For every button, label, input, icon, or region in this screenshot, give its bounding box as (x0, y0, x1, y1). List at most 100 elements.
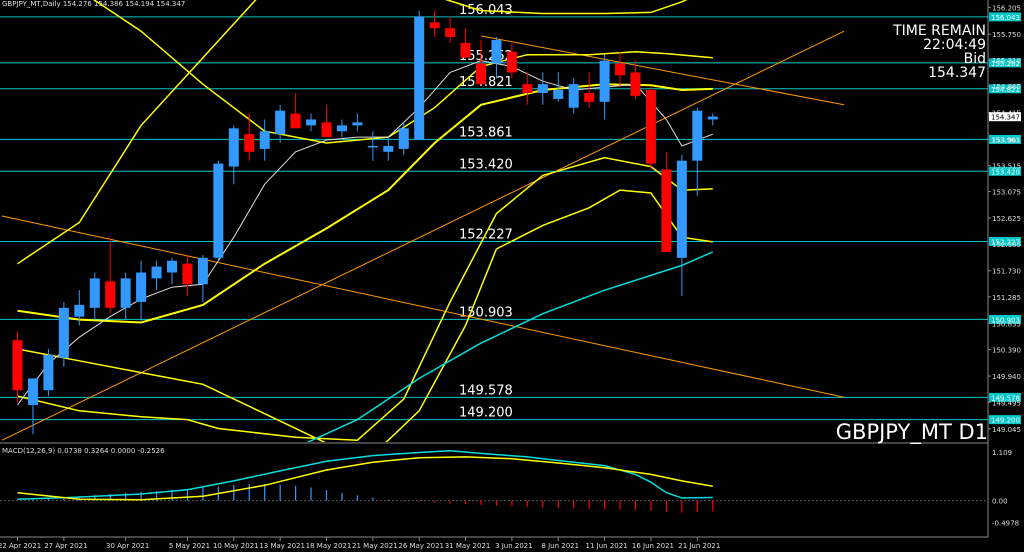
trendline (1, 215, 845, 398)
level-tag (989, 12, 1021, 22)
date-tick-label: 18 May 2021 (306, 542, 352, 550)
candle-body (12, 340, 23, 391)
level-tag (989, 392, 1021, 402)
price-tick-label: 153.961 (992, 136, 1021, 144)
candle-body (429, 22, 440, 29)
level-tag-text: 152.227 (991, 238, 1020, 246)
price-tick-label: 150.390 (992, 347, 1021, 355)
level-label: 153.420 (459, 157, 513, 172)
level-tag (989, 236, 1021, 246)
level-tag-text: 149.200 (991, 417, 1020, 425)
candle-body (120, 278, 131, 308)
macd-tick-label: 1.109 (992, 449, 1012, 457)
price-tick-label: 149.940 (992, 373, 1021, 381)
macd-header: MACD(12,26,9) 0.0738 0.3264 0.0000 -0.25… (2, 447, 165, 455)
macd-tick-label: 0.00 (992, 498, 1008, 506)
level-tag-text: 149.578 (991, 394, 1020, 402)
price-tick-label: 150.835 (992, 320, 1021, 328)
candle-body (74, 304, 85, 317)
date-tick-label: 8 Jun 2021 (541, 542, 579, 550)
candle-body (553, 90, 564, 99)
level-tag-text: 153.961 (991, 136, 1020, 144)
trendline (480, 35, 845, 106)
candle-body (290, 113, 301, 129)
level-tag (989, 134, 1021, 144)
symbol-label: GBPJPY_MT D1 (835, 420, 988, 444)
price-tick-label: 155.750 (992, 31, 1021, 39)
date-tick-label: 27 Apr 2021 (44, 542, 87, 550)
candle-body (197, 257, 208, 285)
candle-body (105, 281, 116, 308)
envelope-lower (17, 189, 713, 442)
candle-body (275, 110, 286, 135)
candle-body (584, 92, 595, 102)
macd-pane (0, 450, 988, 513)
candle-body (692, 110, 703, 161)
candle-body (306, 119, 317, 126)
candle-body (89, 278, 100, 308)
candle-body (522, 84, 533, 93)
level-label: 149.578 (459, 383, 513, 398)
price-tick-label: 149.045 (992, 426, 1021, 434)
date-tick-label: 10 May 2021 (213, 542, 259, 550)
level-tag-text: 154.821 (991, 86, 1020, 94)
macd-signal-line (17, 456, 713, 501)
candle-body (336, 125, 347, 132)
candle-body (661, 169, 672, 252)
bid-value: 154.347 (928, 65, 986, 81)
price-tick-label: 156.205 (992, 4, 1021, 12)
date-tick-label: 16 Jun 2021 (632, 542, 674, 550)
level-tag (989, 84, 1021, 94)
candle-body (136, 272, 147, 302)
candle-body (615, 63, 626, 76)
bollinger-upper (17, 0, 688, 265)
candle-body (460, 42, 471, 58)
level-tag (989, 314, 1021, 324)
macd-line (17, 450, 713, 501)
date-tick-label: 22 Apr 2021 (0, 542, 41, 550)
candle-body (383, 145, 394, 152)
candle-body (244, 134, 255, 152)
level-tag-text: 150.903 (991, 316, 1020, 324)
candle-body (167, 260, 177, 273)
current-price-text: 154.347 (991, 114, 1020, 122)
level-tag-text: 156.043 (991, 14, 1020, 22)
envelope-upper (92, 0, 713, 144)
candle-body (228, 128, 239, 167)
candle-body (537, 84, 548, 93)
candle-body (414, 16, 425, 141)
level-tag (989, 58, 1021, 68)
candle-body (43, 354, 54, 391)
candle-body (645, 90, 656, 164)
price-tick-label: 149.495 (992, 399, 1021, 407)
price-tick-label: 153.075 (992, 189, 1021, 197)
macd-tick-label: -0.4978 (992, 519, 1019, 527)
candle-body (568, 84, 579, 108)
price-tick-label: 155.310 (992, 57, 1021, 65)
price-tick-label: 152.185 (992, 241, 1021, 249)
current-price-tag (989, 112, 1021, 122)
date-tick-label: 26 May 2021 (398, 542, 444, 550)
date-tick-label: 11 Jun 2021 (586, 542, 628, 550)
candle-body (599, 60, 610, 102)
price-tick-label: 153.515 (992, 163, 1021, 171)
level-label: 153.861 (459, 125, 513, 140)
candle-body (398, 128, 409, 149)
candle-body (182, 263, 193, 285)
level-tag (989, 415, 1021, 425)
time-remain-value: 22:04:49 (923, 37, 986, 53)
price-tick-label: 151.285 (992, 294, 1021, 302)
candle-body (213, 163, 224, 258)
date-tick-label: 5 May 2021 (169, 542, 210, 550)
level-label: 149.200 (459, 406, 513, 421)
date-tick-label: 21 Jun 2021 (678, 542, 720, 550)
date-tick-label: 13 May 2021 (259, 542, 305, 550)
candle-body (27, 378, 38, 405)
level-label: 150.903 (459, 305, 513, 320)
time-remain-panel: TIME REMAIN 22:04:49 Bid 154.347 (893, 24, 986, 80)
level-tag (989, 166, 1021, 176)
level-tag-text: 153.420 (991, 168, 1020, 176)
bollinger-lower (17, 156, 713, 441)
price-tick-label: 151.730 (992, 268, 1021, 276)
